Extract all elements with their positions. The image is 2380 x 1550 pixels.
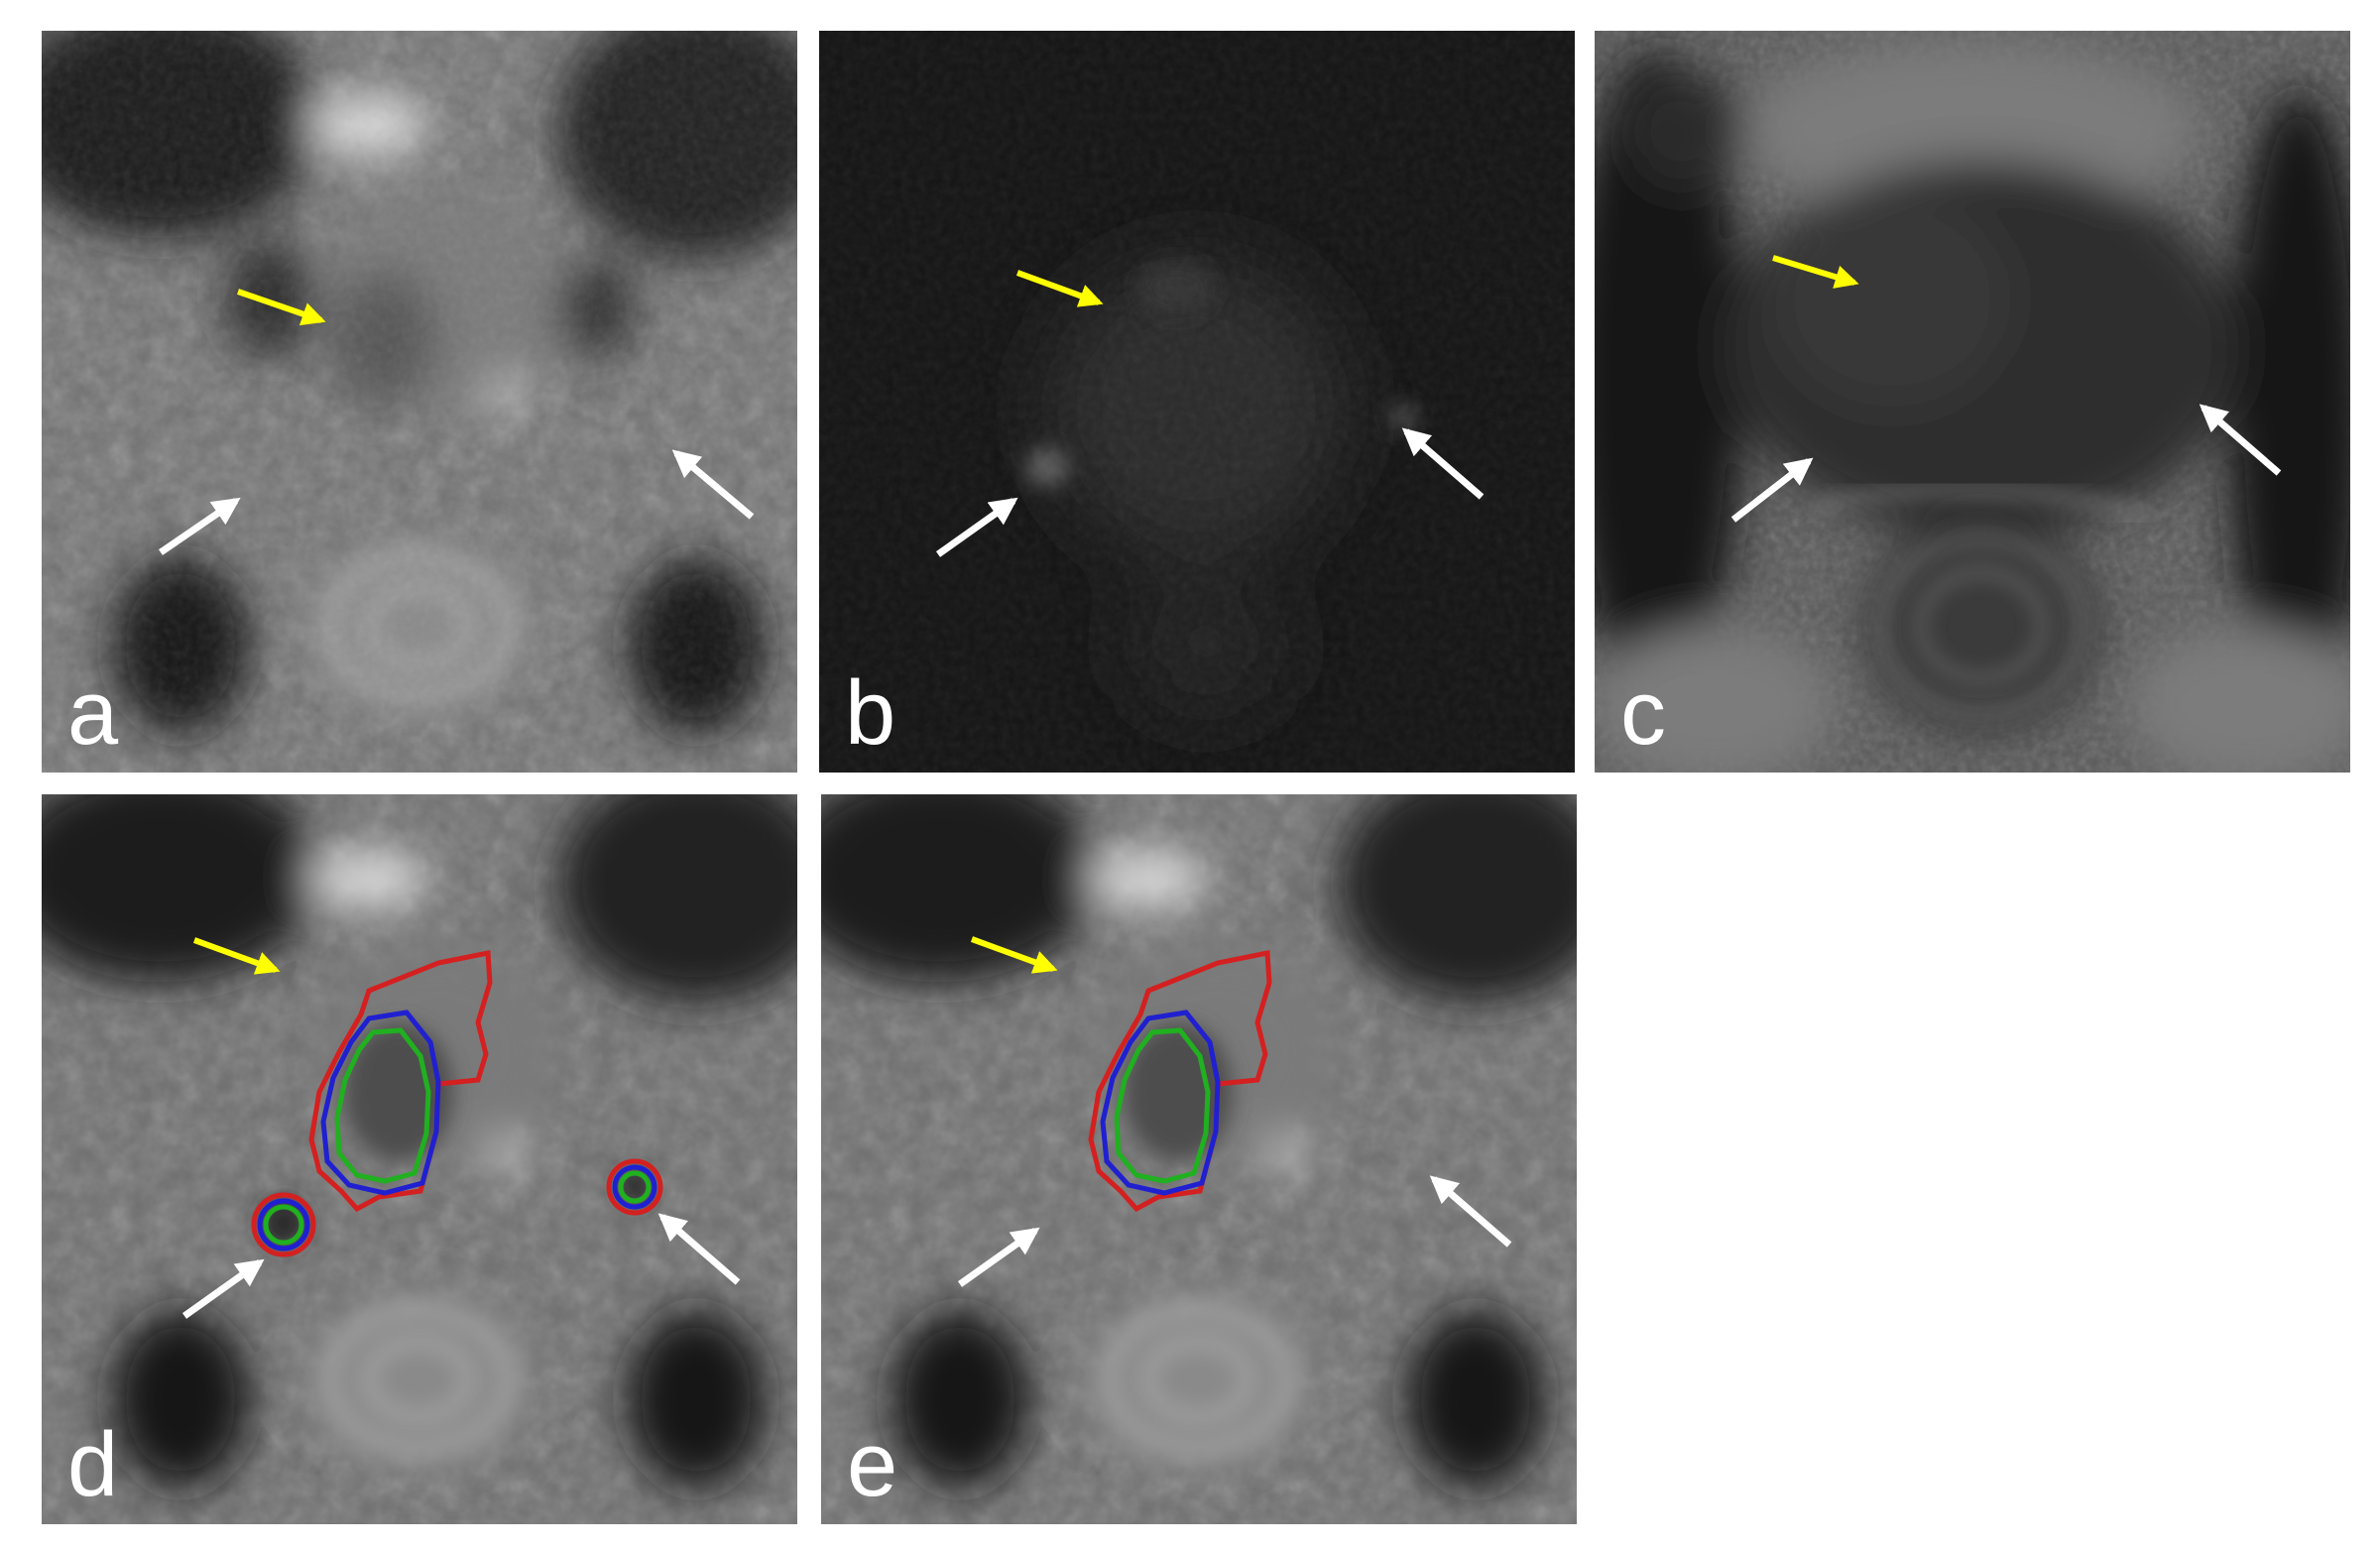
yellow-arrow: [970, 936, 1058, 974]
contour-red: [1088, 949, 1272, 1213]
panel-label: d: [67, 1414, 119, 1515]
contour-red: [251, 1192, 316, 1257]
panel-label: e: [847, 1414, 898, 1515]
panel-label: c: [1620, 662, 1666, 764]
panel-b: b: [819, 31, 1575, 773]
panel-e: e: [821, 794, 1577, 1524]
contour-blue: [320, 1010, 441, 1196]
white-arrow: [1429, 1175, 1512, 1248]
white-arrow: [1730, 457, 1814, 523]
panel-d: d: [42, 794, 797, 1524]
white-arrow: [2199, 404, 2282, 476]
white-arrow: [657, 1213, 741, 1285]
contour-green: [263, 1204, 304, 1246]
panel-e-image: [821, 794, 1577, 1524]
segmentation-contours: [251, 949, 663, 1257]
panel-a: a: [42, 31, 797, 773]
panel-c-image: [1595, 31, 2350, 773]
contour-blue: [612, 1164, 657, 1210]
yellow-arrow: [1772, 255, 1859, 289]
contour-blue: [1100, 1010, 1221, 1196]
panel-label: b: [845, 662, 896, 764]
panel-c: c: [1595, 31, 2350, 773]
panel-b-image: [819, 31, 1575, 773]
contour-green: [618, 1170, 652, 1204]
yellow-arrow: [192, 937, 281, 975]
white-arrow: [957, 1227, 1040, 1287]
white-arrow: [159, 497, 241, 555]
white-arrow: [935, 497, 1018, 557]
white-arrow: [1401, 427, 1485, 500]
panel-label: a: [67, 662, 119, 764]
white-arrow: [671, 449, 755, 520]
white-arrow: [181, 1258, 265, 1319]
yellow-arrow: [237, 289, 326, 326]
yellow-arrow: [1015, 270, 1104, 307]
contour-red: [606, 1158, 663, 1216]
contour-green: [1114, 1027, 1211, 1184]
panel-d-image: [42, 794, 797, 1524]
segmentation-contours: [1088, 949, 1272, 1213]
panel-a-image: [42, 31, 797, 773]
contour-red: [308, 949, 493, 1213]
contour-green: [334, 1027, 431, 1184]
contour-blue: [257, 1198, 310, 1252]
